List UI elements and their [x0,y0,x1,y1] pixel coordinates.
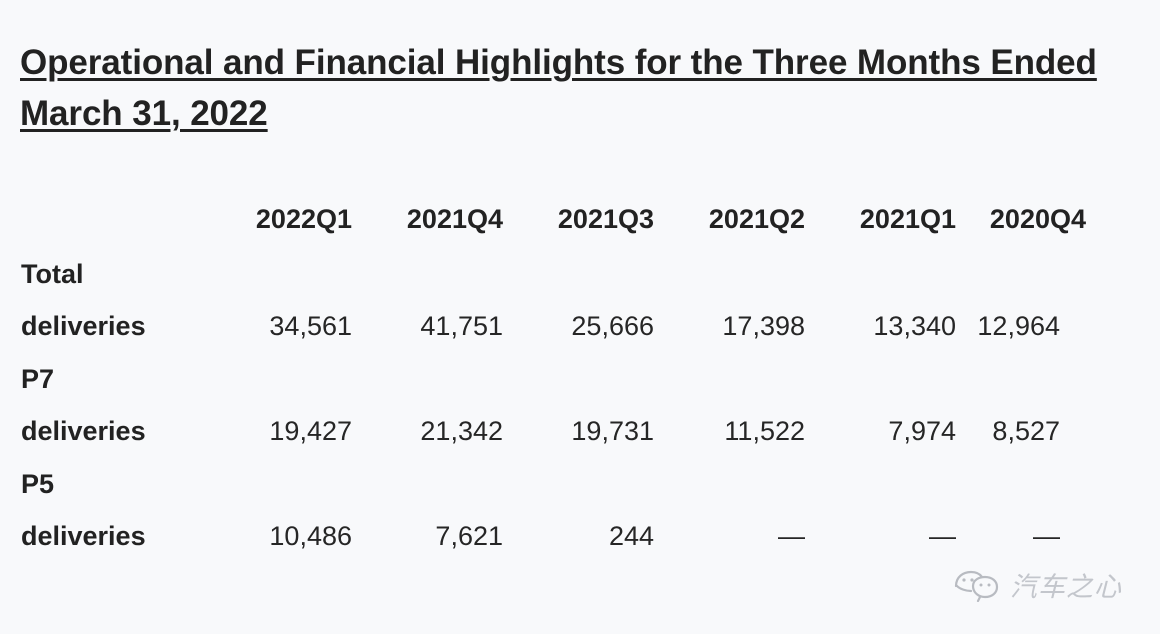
watermark-text: 汽车之心 [1010,571,1122,603]
table-header-row: 2022Q1 2021Q4 2021Q3 2021Q2 2021Q1 2020Q… [0,190,1109,248]
table-cell: 13,340 [873,311,956,341]
table-cell-empty: — [1033,521,1060,551]
table-cell: 12,964 [977,311,1060,341]
column-header-empty [0,190,205,248]
table-cell: 10,486 [269,521,352,551]
table-cell-empty: — [778,521,805,551]
table-cell: 7,974 [888,416,956,446]
column-header: 2021Q2 [708,203,805,234]
column-header: 2021Q4 [406,203,503,234]
table-cell: 19,731 [571,416,654,446]
table-row: deliveries 10,486 7,621 244 — — — [0,510,1109,563]
table-cell: 17,398 [722,311,805,341]
table-cell: 7,621 [435,521,503,551]
table-row: deliveries 19,427 21,342 19,731 11,522 7… [0,405,1109,458]
table-cell: 244 [608,521,654,551]
row-label-line1: P5 [21,468,55,499]
table-cell: 21,342 [420,416,503,446]
table-row-label-top: Total [0,248,1109,300]
wechat-icon [954,570,999,602]
table-cell: 34,561 [269,311,352,341]
table-row: deliveries 34,561 41,751 25,666 17,398 1… [0,300,1109,353]
table-cell: 11,522 [724,416,805,446]
table-cell: 25,666 [571,311,654,341]
table-cell: 8,527 [992,416,1060,446]
row-label-line2: deliveries [21,311,146,341]
table-cell: 19,427 [269,416,352,446]
column-header: 2021Q3 [557,203,654,234]
row-label-line2: deliveries [21,521,146,551]
row-label-line1: Total [21,258,84,289]
row-label-line2: deliveries [21,416,146,446]
watermark: 汽车之心 [950,566,1122,603]
column-header: 2021Q1 [859,203,956,234]
table-row-label-top: P7 [0,353,1109,405]
page-title: Operational and Financial Highlights for… [20,43,1097,133]
column-header: 2022Q1 [255,203,352,234]
row-label-line1: P7 [21,363,55,394]
table-row-label-top: P5 [0,458,1109,510]
table-cell: 41,751 [420,311,503,341]
column-header: 2020Q4 [989,203,1086,234]
highlights-table: 2022Q1 2021Q4 2021Q3 2021Q2 2021Q1 2020Q… [0,190,1109,563]
table-cell-empty: — [929,521,956,551]
